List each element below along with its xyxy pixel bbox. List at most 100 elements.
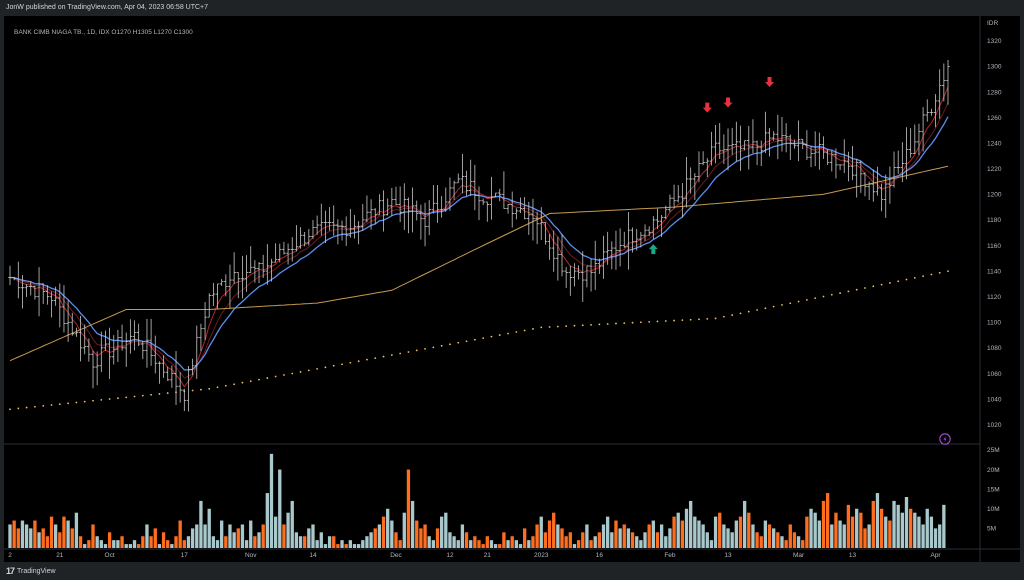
volume-bar xyxy=(166,540,170,548)
chart-panel[interactable]: 1020 1040 1060 1080 1100 1120 1140 1160 1180 1200… xyxy=(4,16,1020,562)
ohlc-bar xyxy=(373,208,378,224)
sma-dotted-point xyxy=(814,297,817,300)
volume-bar xyxy=(755,532,759,548)
volume-bar xyxy=(693,516,697,548)
volume-bar xyxy=(556,524,560,548)
volume-bar xyxy=(942,504,946,548)
ohlc-bar xyxy=(141,340,145,360)
ohlc-bar xyxy=(539,207,544,240)
sma-dotted-point xyxy=(706,317,709,320)
volume-bar xyxy=(564,536,568,548)
ohlc-bar xyxy=(925,99,930,122)
ohlc-bar xyxy=(888,166,892,204)
time-tick-label: Nov xyxy=(245,552,257,559)
volume-bar xyxy=(863,528,867,548)
volume-bar xyxy=(718,512,722,548)
ohlc-bar xyxy=(908,128,913,158)
volume-bar xyxy=(278,469,282,548)
volume-bar xyxy=(410,500,415,548)
ohlc-bar xyxy=(767,128,772,157)
ohlc-bar xyxy=(240,255,245,299)
chart-svg[interactable]: 1020 1040 1060 1080 1100 1120 1140 1160 1180 1200… xyxy=(4,16,1020,562)
volume-bar xyxy=(186,536,191,548)
sma-dotted-point xyxy=(432,346,435,349)
volume-bar xyxy=(261,524,265,548)
ohlc-bar xyxy=(66,300,70,343)
ohlc-bar xyxy=(12,276,16,281)
ohlc-bar xyxy=(116,329,120,362)
price-bars xyxy=(8,59,950,412)
price-tick-label: 1020 xyxy=(987,422,1002,429)
volume-bar xyxy=(601,524,606,548)
flash-icon[interactable] xyxy=(939,433,951,445)
volume-bar xyxy=(174,536,178,548)
volume-bar xyxy=(813,512,817,548)
sma-dotted-point xyxy=(92,399,94,402)
volume-bar xyxy=(45,536,50,548)
sma-dotted-point xyxy=(241,381,244,384)
volume-bar xyxy=(62,516,66,548)
sma-dotted-point xyxy=(864,287,866,289)
volume-bar xyxy=(361,540,365,548)
sma-dotted-point xyxy=(100,399,103,401)
tradingview-logo[interactable]: 17 TradingView xyxy=(6,566,56,576)
volume-bar xyxy=(427,536,431,548)
volume-bar xyxy=(722,524,726,548)
time-tick-label: 2 xyxy=(8,552,12,559)
volume-bar xyxy=(576,540,581,548)
sma-dotted-point xyxy=(639,321,642,324)
ohlc-bar xyxy=(149,318,153,366)
volume-bar xyxy=(884,516,888,548)
ohlc-bar xyxy=(834,148,838,179)
volume-bar xyxy=(78,536,83,548)
price-tick-label: 1140 xyxy=(987,268,1001,275)
volume-bar xyxy=(448,532,452,548)
volume-bar xyxy=(830,524,834,548)
ohlc-bar xyxy=(580,251,585,302)
ohlc-bar xyxy=(448,177,452,211)
ohlc-bar xyxy=(497,188,502,202)
volume-bar xyxy=(332,536,336,548)
sma-dotted-point xyxy=(515,331,518,333)
volume-bar xyxy=(244,540,249,548)
sma-dotted-point xyxy=(316,367,319,370)
volume-bar xyxy=(37,532,41,548)
ohlc-bar xyxy=(502,171,506,209)
sma-dotted-point xyxy=(822,295,825,298)
ohlc-bar xyxy=(771,131,776,141)
volume-bar xyxy=(817,520,821,548)
ohlc-bar xyxy=(377,194,382,216)
ohlc-bar xyxy=(365,195,369,223)
volume-bar xyxy=(398,540,402,548)
volume-bar xyxy=(502,532,506,548)
ohlc-bar xyxy=(45,285,50,305)
time-tick-label: 12 xyxy=(446,552,454,559)
ohlc-bar xyxy=(576,265,581,280)
sma-dotted-point xyxy=(465,340,468,343)
sma-dotted-point xyxy=(922,275,924,278)
ohlc-bar xyxy=(626,212,631,270)
price-tick-label: 1260 xyxy=(987,115,1002,122)
ohlc-bar xyxy=(800,138,805,150)
ohlc-bar xyxy=(838,164,842,171)
sma-dotted-point xyxy=(191,389,194,392)
ohlc-bar xyxy=(62,285,66,333)
volume-bar xyxy=(99,540,103,548)
volume-bar xyxy=(435,528,440,548)
ohlc-bar xyxy=(651,216,656,240)
ohlc-bar xyxy=(128,319,133,354)
sma-dotted-point xyxy=(415,349,418,352)
ohlc-bar xyxy=(904,127,909,180)
ohlc-bar xyxy=(95,351,99,386)
volume-bar xyxy=(336,544,340,548)
ohlc-bar xyxy=(751,119,755,154)
sma-dotted-point xyxy=(42,404,45,407)
volume-bar xyxy=(290,500,294,548)
volume-bar xyxy=(522,528,527,548)
time-tick-label: Dec xyxy=(390,552,402,559)
ohlc-bar xyxy=(435,184,440,223)
volume-bar xyxy=(311,524,315,548)
ohlc-bar xyxy=(20,274,25,309)
volume-bar xyxy=(406,469,411,548)
volume-bar xyxy=(668,528,672,548)
